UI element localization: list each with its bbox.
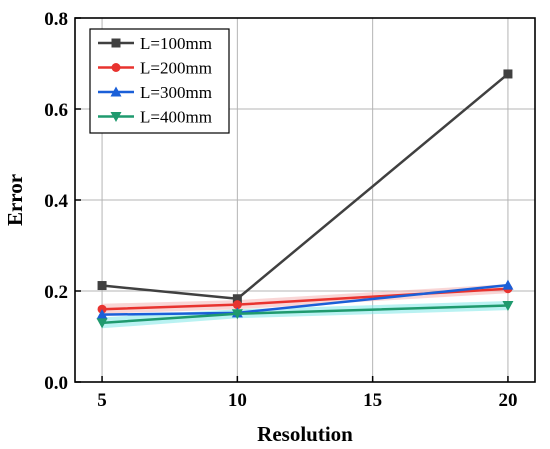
data-point-3-1 <box>231 309 243 320</box>
legend-marker-2 <box>110 86 122 97</box>
axis-ticks: 5 10 15 20 0.0 0.2 0.4 0.6 0.8 <box>44 9 517 411</box>
series-lines <box>96 69 514 329</box>
data-point-0-2 <box>503 69 513 79</box>
y-axis-title: Error <box>3 174 27 226</box>
data-point-3-2 <box>502 301 514 312</box>
series-3 <box>96 301 514 329</box>
series-0 <box>97 69 513 304</box>
y-tick-label: 0.6 <box>44 100 68 121</box>
y-tick-label: 0.4 <box>44 191 68 212</box>
legend-label: L=200mm <box>140 59 212 78</box>
legend: L=100mm L=200mm L=300mm L=400mm <box>89 28 230 134</box>
x-tick-label: 15 <box>363 390 382 411</box>
legend-item-2: L=300mm <box>98 83 212 102</box>
x-tick-label: 10 <box>228 390 247 411</box>
legend-item-0: L=100mm <box>98 34 212 53</box>
data-point-2-0 <box>96 309 108 320</box>
data-point-1-1 <box>232 300 242 310</box>
x-axis-title: Resolution <box>257 422 353 446</box>
legend-label: L=100mm <box>140 34 212 53</box>
legend-marker-0 <box>111 38 121 48</box>
y-tick-label: 0.0 <box>44 373 68 394</box>
legend-item-3: L=400mm <box>98 108 212 127</box>
data-point-0-1 <box>232 294 242 304</box>
y-tick-label: 0.2 <box>44 282 68 303</box>
x-tick-label: 20 <box>498 390 517 411</box>
data-point-3-0 <box>96 318 108 329</box>
data-point-0-0 <box>97 281 107 291</box>
data-point-2-2 <box>502 279 514 290</box>
legend-label: L=300mm <box>140 83 212 102</box>
x-tick-label: 5 <box>97 390 107 411</box>
legend-marker-1 <box>111 63 121 72</box>
legend-item-1: L=200mm <box>98 59 212 78</box>
legend-label: L=400mm <box>140 108 212 127</box>
y-tick-label: 0.8 <box>44 9 68 30</box>
legend-marker-3 <box>110 112 122 122</box>
